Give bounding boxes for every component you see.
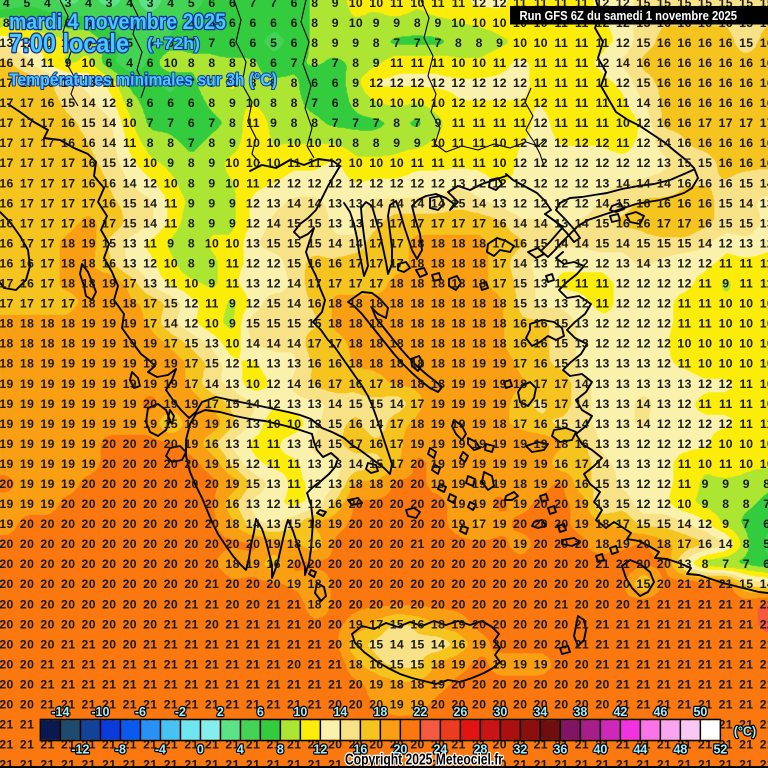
svg-text:42: 42 [613, 705, 627, 719]
svg-text:Run GFS 6Z du samedi 1 novembr: Run GFS 6Z du samedi 1 novembre 2025 [520, 8, 738, 23]
svg-text:34: 34 [533, 705, 547, 719]
svg-text:-12: -12 [71, 743, 89, 757]
svg-text:32: 32 [513, 743, 527, 757]
svg-text:2: 2 [217, 705, 224, 719]
svg-text:10: 10 [293, 705, 307, 719]
svg-text:16: 16 [353, 743, 367, 757]
svg-text:6: 6 [257, 705, 264, 719]
svg-text:36: 36 [553, 743, 567, 757]
svg-text:12: 12 [313, 743, 327, 757]
svg-text:(+72h): (+72h) [147, 35, 200, 53]
svg-text:Températures minimales sur 3h: Températures minimales sur 3h (°C) [9, 70, 277, 90]
svg-text:22: 22 [413, 705, 427, 719]
svg-text:-8: -8 [115, 743, 126, 757]
svg-text:4: 4 [237, 743, 244, 757]
svg-text:8: 8 [277, 743, 284, 757]
svg-text:26: 26 [453, 705, 467, 719]
svg-text:18: 18 [373, 705, 387, 719]
svg-text:-6: -6 [135, 705, 146, 719]
svg-text:38: 38 [573, 705, 587, 719]
svg-text:20: 20 [393, 743, 407, 757]
svg-text:-14: -14 [51, 705, 69, 719]
svg-text:0: 0 [197, 743, 204, 757]
svg-text:24: 24 [433, 743, 447, 757]
svg-text:46: 46 [653, 705, 667, 719]
svg-text:48: 48 [673, 743, 687, 757]
svg-text:Copyright 2025 Meteociel.fr: Copyright 2025 Meteociel.fr [345, 752, 503, 768]
svg-text:52: 52 [713, 743, 727, 757]
svg-text:(°C): (°C) [734, 725, 756, 739]
svg-text:30: 30 [493, 705, 507, 719]
svg-text:-10: -10 [91, 705, 109, 719]
svg-text:-2: -2 [175, 705, 186, 719]
svg-text:50: 50 [693, 705, 707, 719]
svg-text:-4: -4 [155, 743, 166, 757]
svg-text:44: 44 [633, 743, 647, 757]
svg-text:28: 28 [473, 743, 487, 757]
svg-text:40: 40 [593, 743, 607, 757]
svg-text:14: 14 [333, 705, 347, 719]
svg-text:mardi 4 novembre 2025: mardi 4 novembre 2025 [9, 9, 226, 34]
svg-text:7:00 locale: 7:00 locale [9, 28, 129, 58]
